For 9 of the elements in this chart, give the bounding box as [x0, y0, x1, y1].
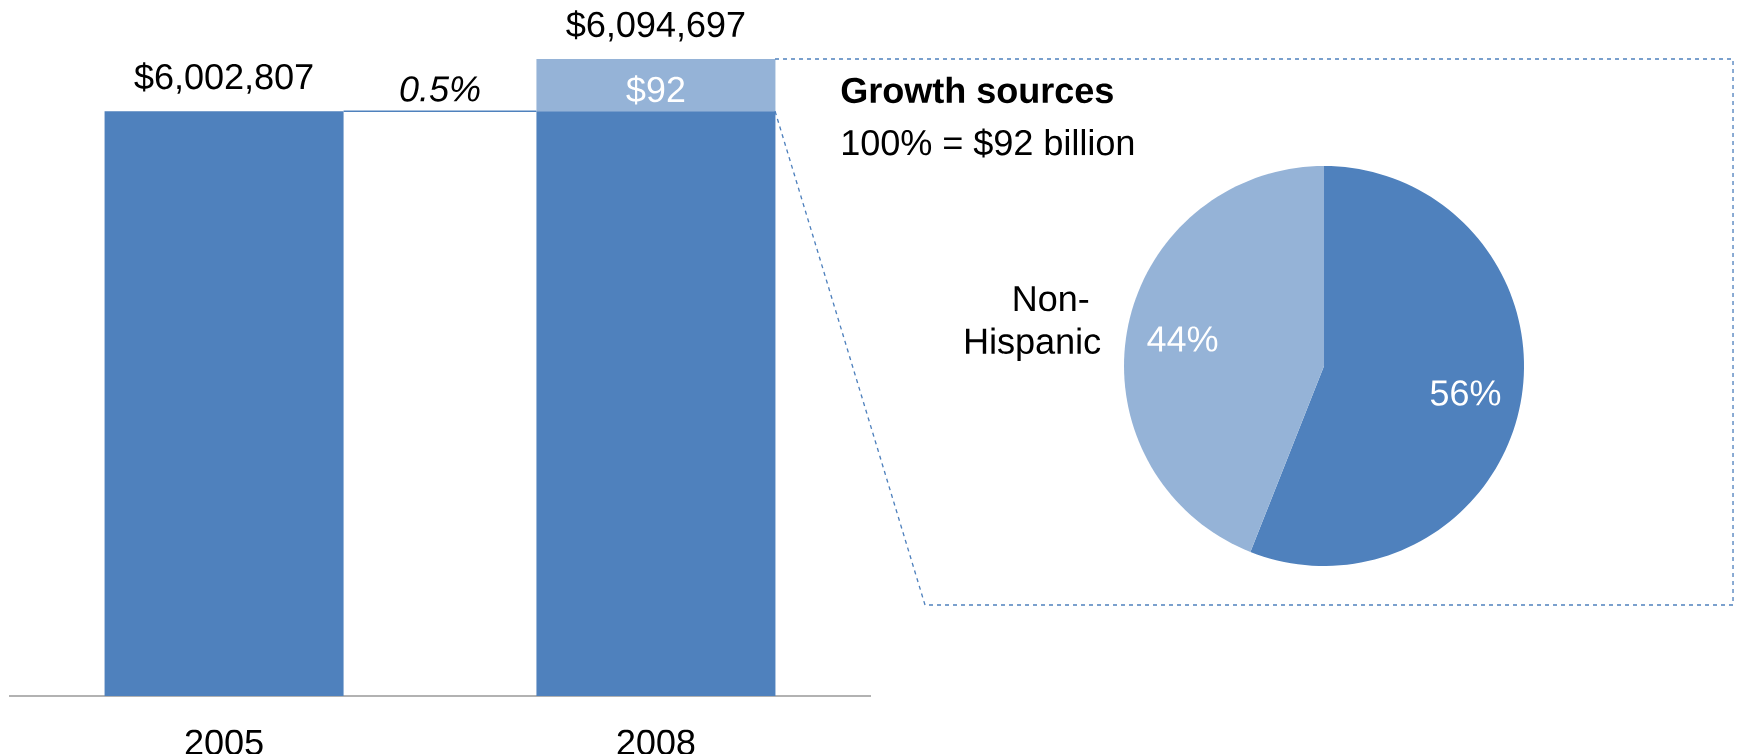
data-label: 56% [1430, 380, 1501, 406]
data-label: 44% [1147, 326, 1218, 352]
annotation: $92 [626, 75, 685, 105]
annotation: 0.5% [400, 76, 480, 102]
chart-title: Growth sources [841, 76, 1113, 104]
slice-label: Non-Hispanic [966, 286, 1101, 362]
chart-subtitle: 100% = $92 billion [843, 128, 1134, 158]
annotation: $6,094,697 [566, 10, 745, 42]
annotation: $6,002,807 [134, 62, 313, 94]
